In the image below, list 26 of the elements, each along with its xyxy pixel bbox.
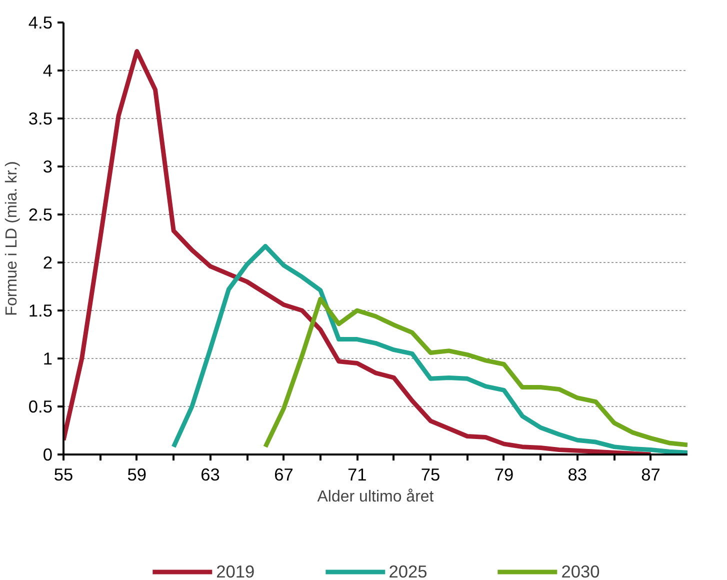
y-tick-label: 1.5: [28, 300, 53, 320]
y-tick-label: 2.5: [28, 204, 53, 224]
y-tick-label: 4: [42, 60, 53, 80]
y-tick-label: 0: [42, 444, 53, 464]
x-tick-label: 59: [127, 464, 147, 484]
y-tick-label: 4.5: [28, 12, 53, 32]
y-tick-label: 1: [42, 348, 53, 368]
x-tick-label: 63: [200, 464, 220, 484]
y-tick-label: 3.5: [28, 108, 53, 128]
y-tick-label: 2: [42, 252, 53, 272]
y-tick-label: 3: [42, 156, 53, 176]
y-tick-label: 0.5: [28, 396, 53, 416]
x-tick-label: 67: [274, 464, 294, 484]
legend-label: 2025: [388, 561, 428, 580]
legend-label: 2019: [216, 561, 255, 580]
x-tick-label: 87: [641, 464, 660, 484]
x-tick-label: 83: [568, 464, 588, 484]
x-tick-label: 71: [348, 464, 367, 484]
x-axis-title: Alder ultimo året: [317, 488, 434, 506]
y-axis-title: Formue i LD (mia. kr.): [3, 161, 20, 316]
line-series: [171, 244, 688, 454]
x-tick-label: 75: [420, 464, 440, 484]
legend-label: 2030: [561, 561, 600, 580]
line-series: [263, 296, 688, 450]
x-tick-label: 55: [54, 464, 74, 484]
x-tick-label: 79: [494, 464, 514, 484]
